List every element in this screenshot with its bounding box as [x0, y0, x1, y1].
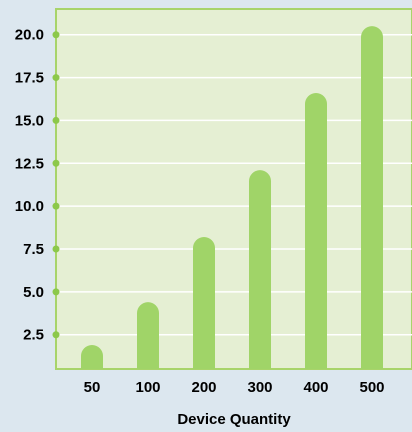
x-tick-label: 500 — [359, 379, 384, 396]
y-tick-dots — [52, 31, 60, 339]
y-tick-dot — [52, 116, 60, 124]
bar-100 — [137, 302, 159, 369]
y-tick-dot — [52, 288, 60, 296]
y-tick-label: 12.5 — [15, 155, 44, 172]
y-tick-label: 7.5 — [23, 241, 44, 258]
y-tick-labels: 2.5 5.0 7.5 10.0 12.5 15.0 17.5 20.0 — [15, 27, 44, 344]
y-tick-dot — [52, 31, 60, 39]
y-tick-dot — [52, 245, 60, 253]
y-tick-label: 20.0 — [15, 27, 44, 44]
x-tick-label: 400 — [303, 379, 328, 396]
y-tick-label: 5.0 — [23, 284, 44, 301]
y-tick-dot — [52, 331, 60, 339]
bar-400 — [305, 93, 327, 369]
y-tick-label: 10.0 — [15, 198, 44, 215]
bar-500 — [361, 26, 383, 370]
plot-area — [55, 8, 412, 370]
y-tick-label: 17.5 — [15, 70, 44, 87]
gridlines — [56, 33, 412, 336]
x-tick-label: 50 — [84, 379, 101, 396]
y-tick-label: 15.0 — [15, 112, 44, 129]
x-axis-title: Device Quantity — [177, 411, 291, 428]
bar-200 — [193, 237, 215, 369]
x-tick-label: 200 — [191, 379, 216, 396]
bar-300 — [249, 170, 271, 369]
bars — [81, 26, 383, 370]
y-tick-dot — [52, 74, 60, 82]
y-tick-dot — [52, 159, 60, 167]
x-tick-label: 100 — [135, 379, 160, 396]
y-tick-dot — [52, 202, 60, 210]
y-tick-label: 2.5 — [23, 327, 44, 344]
x-tick-label: 300 — [247, 379, 272, 396]
bar-50 — [81, 345, 103, 369]
x-tick-labels: 50 100 200 300 400 500 — [84, 379, 385, 396]
